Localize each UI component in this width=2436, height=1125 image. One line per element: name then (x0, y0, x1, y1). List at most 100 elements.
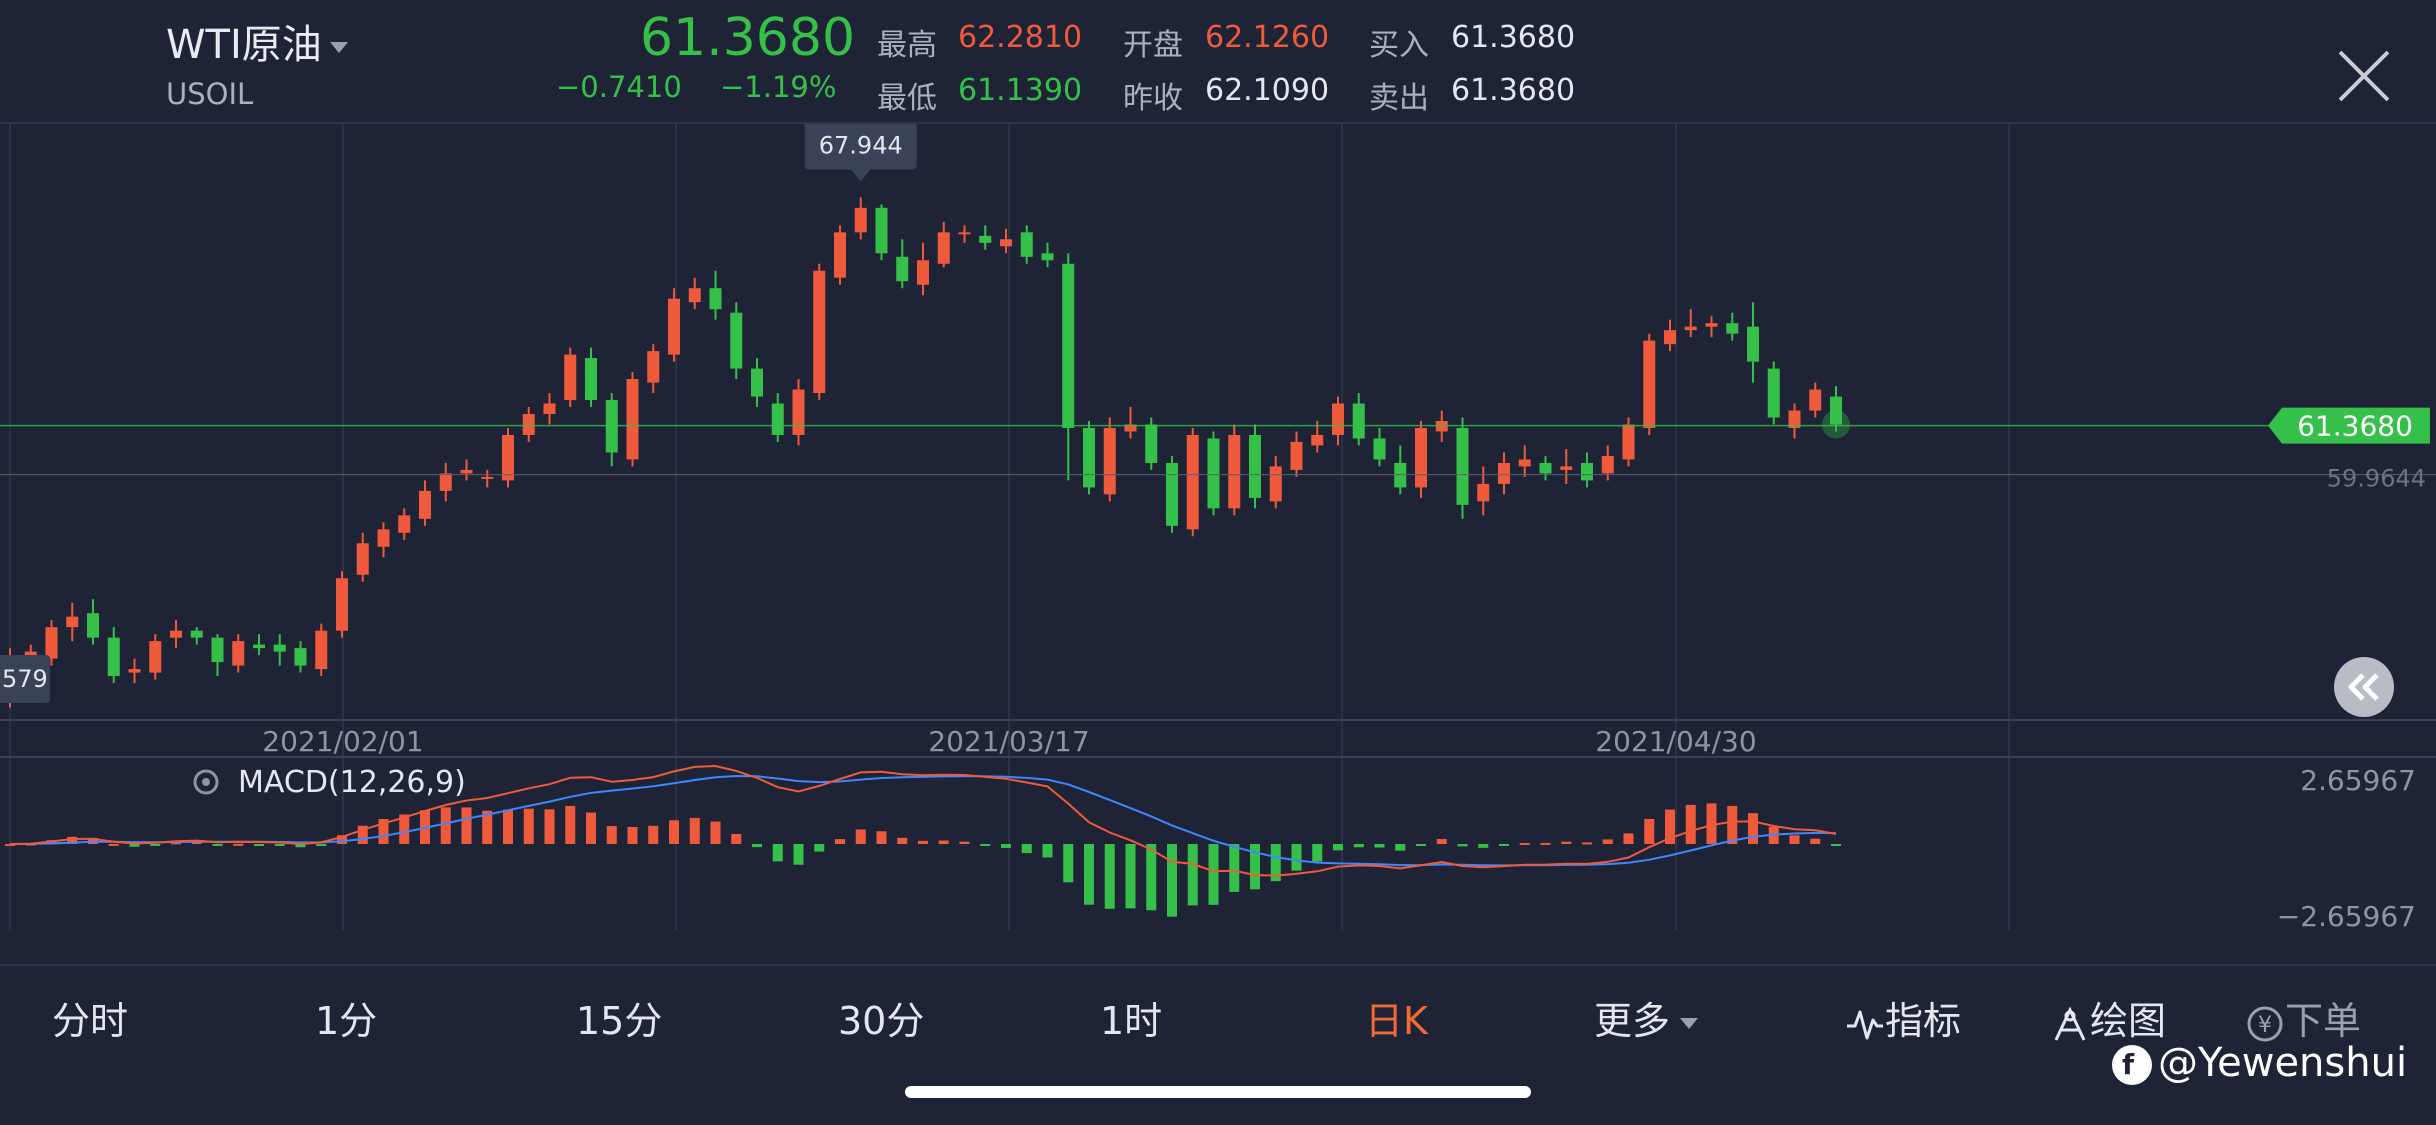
macd-histogram-bar (254, 844, 264, 846)
candle-body (564, 354, 577, 401)
macd-histogram-bar (1229, 844, 1240, 892)
yen-circle-icon: ¥ (2247, 1006, 2283, 1041)
macd-histogram-bar (876, 831, 887, 844)
last-price-glow (1822, 410, 1850, 439)
macd-histogram-bar (1001, 844, 1011, 849)
bid-value: 61.3680 (1451, 20, 1576, 55)
candle-body (1186, 434, 1199, 530)
indicator-label: 指标 (1885, 999, 1962, 1043)
macd-histogram-bar (1582, 842, 1592, 845)
macd-max-label: 2.65967 (2300, 764, 2416, 797)
candle-body (1290, 441, 1303, 470)
macd-histogram-bar (772, 844, 783, 862)
candle-body (709, 288, 722, 310)
macd-histogram-bar (5, 844, 15, 846)
tab-more[interactable]: 更多 (1594, 990, 1699, 1045)
candle-body (1145, 424, 1158, 463)
tab-1min[interactable]: 1分 (315, 999, 378, 1043)
candle-body (730, 312, 743, 369)
low-label: 最低 (877, 81, 937, 116)
tab-1hour[interactable]: 1时 (1100, 999, 1163, 1043)
tab-15min[interactable]: 15分 (576, 999, 663, 1043)
candle-body (1767, 368, 1780, 418)
macd-dif-line (9, 764, 1837, 877)
macd-histogram-bar (938, 840, 949, 844)
candle-body (1601, 455, 1614, 474)
candle-body (585, 358, 597, 401)
candle-body (1498, 462, 1510, 484)
high-marker-arrow (850, 169, 871, 182)
caret-down-icon (1680, 1018, 1699, 1029)
scroll-to-latest-button[interactable] (2334, 657, 2394, 717)
low-value: 61.1390 (958, 73, 1083, 108)
candle-body (481, 476, 494, 479)
candle-body (834, 232, 846, 278)
macd-histogram-bar (1374, 844, 1385, 848)
candle-body (813, 270, 826, 394)
symbol-selector[interactable]: WTI原油 (166, 12, 348, 70)
order-label: 下单 (2285, 999, 2362, 1043)
candle-body (1041, 253, 1054, 261)
ask-value: 61.3680 (1451, 73, 1576, 108)
macd-histogram-bar (171, 842, 181, 845)
macd-histogram-bar (731, 833, 742, 844)
gear-icon-ring (193, 769, 219, 795)
order-button[interactable]: ¥ 下单 (2245, 990, 2361, 1045)
low-marker-bg (0, 655, 50, 703)
indicator-button[interactable]: 指标 (1845, 990, 1961, 1045)
macd-histogram-bar (1312, 844, 1323, 862)
macd-histogram-bar (1831, 844, 1841, 846)
macd-histogram-bar (1540, 842, 1551, 845)
macd-histogram-bar (1561, 841, 1572, 844)
candle-body (896, 256, 909, 282)
macd-histogram-bar (1021, 844, 1032, 854)
macd-histogram-bar (233, 843, 244, 846)
macd-histogram-bar (357, 825, 368, 844)
date-axis-label: 2021/02/01 (262, 725, 423, 758)
candle-body (668, 298, 680, 355)
double-chevron-left-icon (2348, 673, 2379, 701)
macd-histogram-bar (1291, 844, 1302, 871)
home-indicator[interactable] (905, 1086, 1531, 1098)
chart-grid (0, 124, 2436, 930)
macd-histogram-bar (67, 836, 78, 844)
drawing-button[interactable]: 绘图 (2050, 990, 2166, 1045)
pulse-icon (1847, 1010, 1883, 1039)
candle-body (917, 260, 929, 285)
macd-histogram-bar (1623, 833, 1634, 844)
candle-body (315, 630, 328, 670)
candle-body (1726, 323, 1739, 334)
macd-histogram-bar (523, 808, 534, 844)
high-value: 62.2810 (958, 20, 1083, 55)
watermark: f @Yewenshui (2112, 1040, 2407, 1086)
candle-body (398, 515, 411, 533)
candle-body (128, 669, 141, 673)
candle-body (419, 490, 431, 519)
macd-histogram-bar (835, 839, 845, 844)
candle-body (1539, 462, 1552, 474)
candle-body (1311, 434, 1324, 446)
kline-chart[interactable]: 61.3680 59.9644 67.944 579 2021/02/01 2021/03… (0, 124, 2436, 964)
candle-body (273, 644, 286, 652)
macd-histogram-bar (503, 809, 513, 844)
tab-timeshare[interactable]: 分时 (52, 999, 129, 1043)
tab-daily-k[interactable]: 日K (1365, 999, 1428, 1043)
macd-histogram-bar (191, 841, 202, 844)
macd-histogram-bar (1727, 805, 1738, 844)
candle-body (336, 578, 348, 631)
tab-30min[interactable]: 30分 (838, 999, 925, 1043)
candle-body (1830, 396, 1842, 425)
candle-body (937, 232, 950, 264)
macd-histogram-bar (1042, 844, 1053, 858)
candle-body (1477, 483, 1490, 502)
macd-histogram-bar (1104, 844, 1115, 909)
close-button[interactable] (2336, 48, 2392, 104)
watermark-text: @Yewenshui (2158, 1040, 2408, 1086)
gear-icon-hub (202, 778, 210, 786)
candle-body (958, 232, 971, 235)
low-marker-text: 579 (2, 665, 48, 693)
macd-histogram-bar (295, 844, 306, 848)
open-label: 开盘 (1123, 28, 1183, 63)
candle-body (439, 473, 452, 491)
macd-histogram-bar (1146, 844, 1157, 911)
